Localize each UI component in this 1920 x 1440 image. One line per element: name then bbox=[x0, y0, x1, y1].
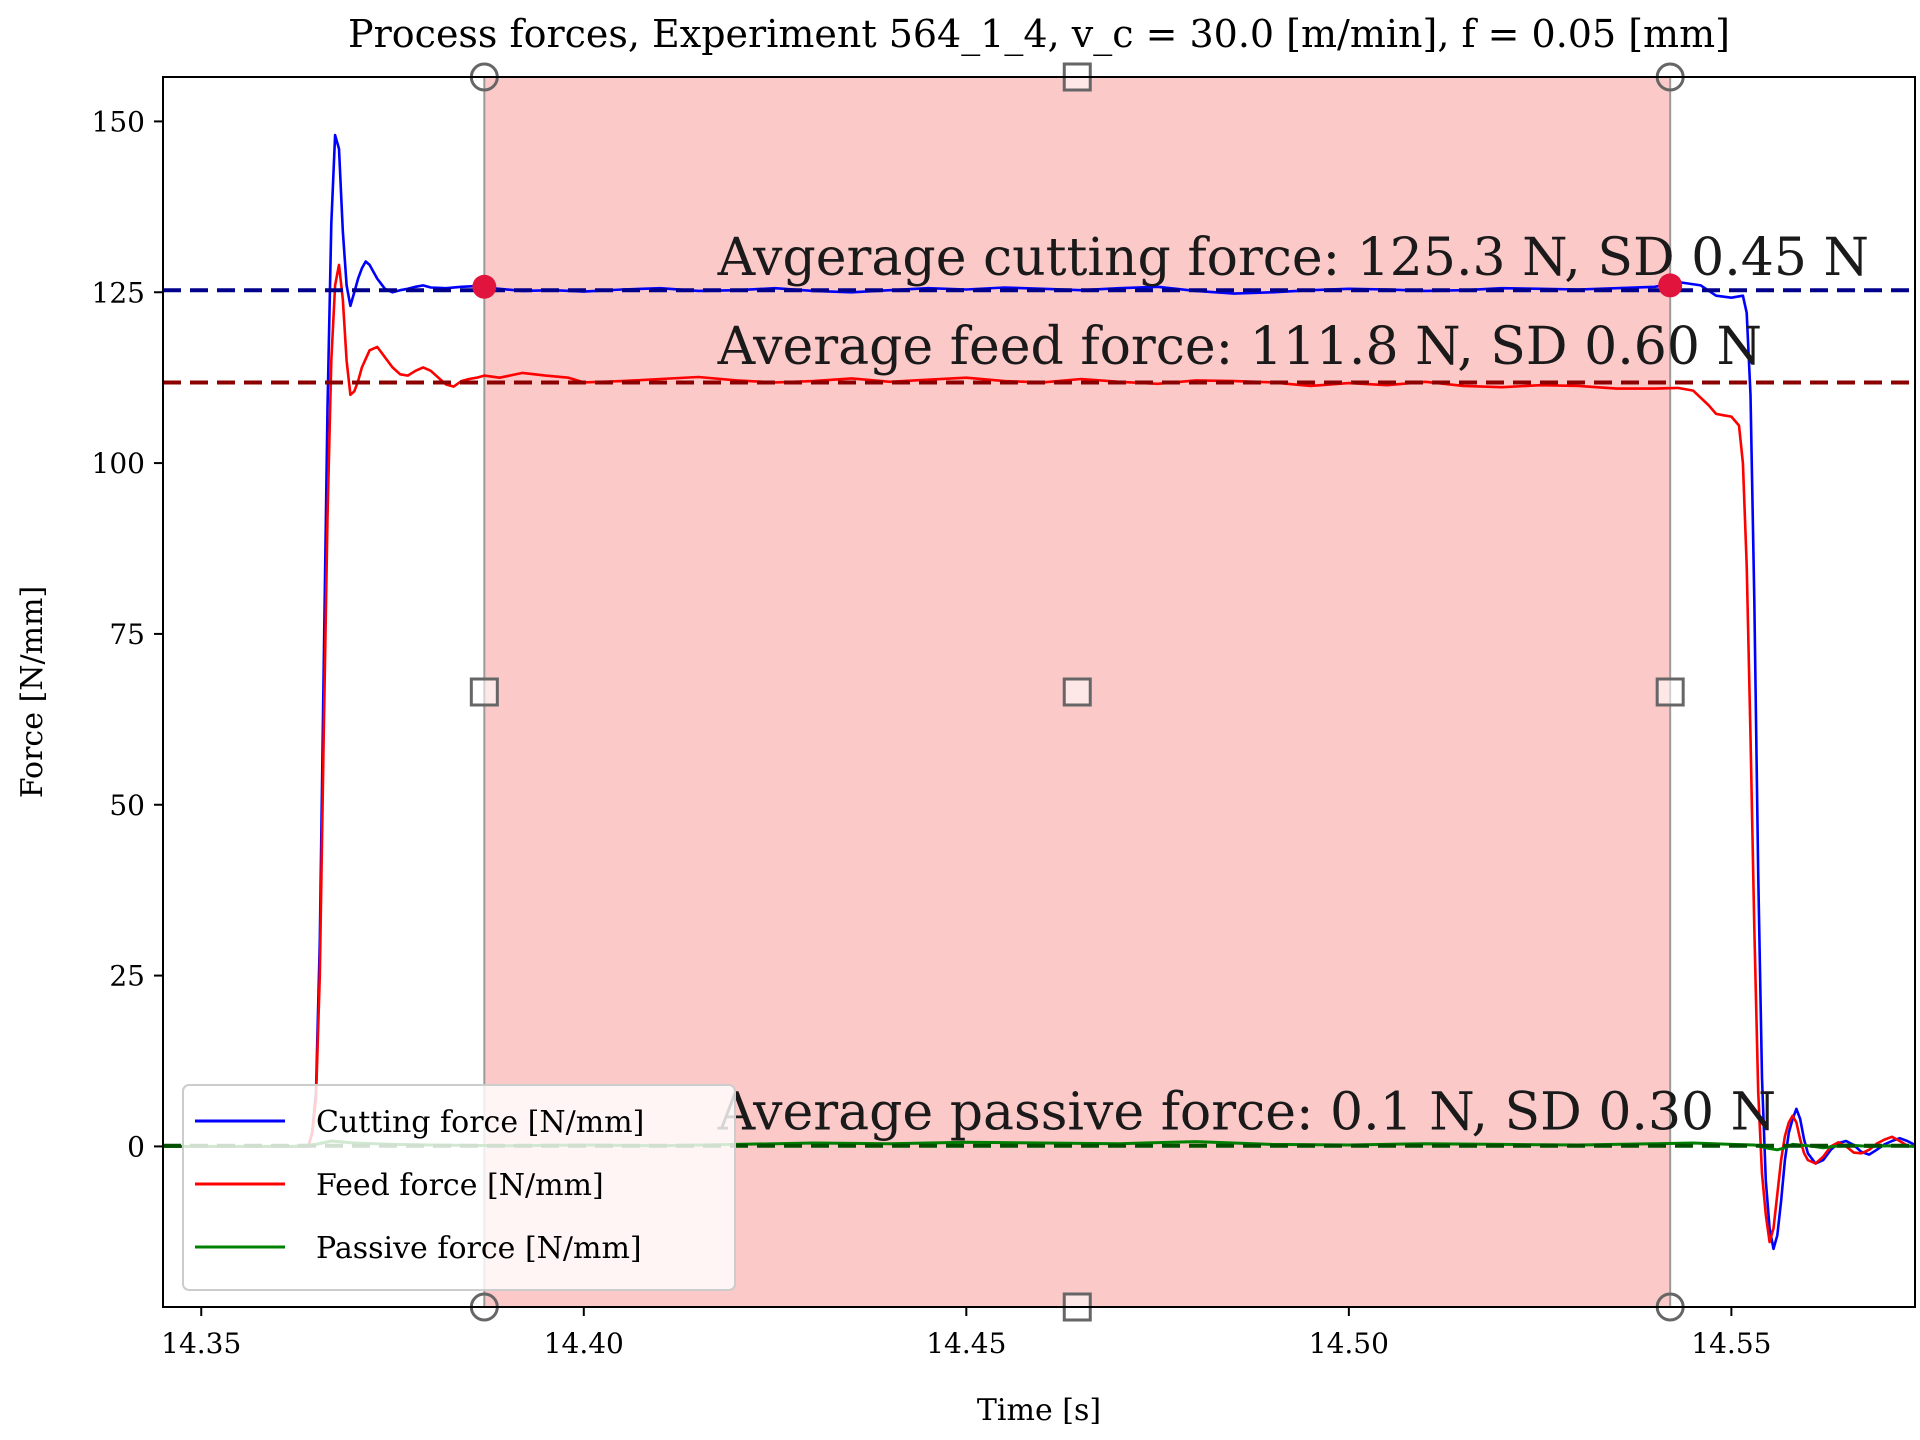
x-axis: 14.35 14.40 14.45 14.50 14.55 bbox=[161, 1307, 1771, 1360]
x-tick-label: 14.35 bbox=[161, 1327, 241, 1360]
y-tick-label: 0 bbox=[127, 1130, 145, 1163]
y-tick-label: 150 bbox=[92, 105, 145, 138]
legend-label: Passive force [N/mm] bbox=[316, 1231, 642, 1266]
y-tick-label: 125 bbox=[92, 276, 145, 309]
y-axis-label: Force [N/mm] bbox=[15, 586, 50, 798]
y-tick-label: 75 bbox=[109, 618, 145, 651]
legend: Cutting force [N/mm] Feed force [N/mm] Pas… bbox=[182, 1084, 736, 1291]
x-axis-label: Time [s] bbox=[977, 1393, 1101, 1428]
legend-label: Feed force [N/mm] bbox=[316, 1168, 604, 1203]
legend-box bbox=[182, 1084, 736, 1291]
x-tick-label: 14.55 bbox=[1691, 1327, 1771, 1360]
region-handle-center-middle[interactable] bbox=[1062, 677, 1092, 707]
annotation-layer: Avgerage cutting force: 125.3 N, SD 0.45… bbox=[717, 228, 1869, 1142]
average-marker-1 bbox=[472, 274, 497, 299]
x-tick-label: 14.40 bbox=[544, 1327, 624, 1360]
region-handle-left-middle[interactable] bbox=[469, 677, 499, 707]
x-tick-label: 14.45 bbox=[926, 1327, 1006, 1360]
average-lines-layer bbox=[163, 273, 1915, 1148]
y-tick-label: 50 bbox=[109, 789, 145, 822]
y-axis: 0 25 50 75 100 125 150 bbox=[92, 105, 163, 1163]
x-tick-label: 14.50 bbox=[1309, 1327, 1389, 1360]
average-marker-2 bbox=[1658, 273, 1683, 298]
plot-frame bbox=[162, 76, 1916, 1308]
legend-label: Cutting force [N/mm] bbox=[316, 1105, 644, 1140]
region-handle-right-middle[interactable] bbox=[1655, 677, 1685, 707]
annotation-cutting: Avgerage cutting force: 125.3 N, SD 0.45… bbox=[717, 228, 1869, 288]
y-tick-label: 100 bbox=[92, 447, 145, 480]
annotation-passive: Average passive force: 0.1 N, SD 0.30 N bbox=[717, 1082, 1776, 1142]
chart-title: Process forces, Experiment 564_1_4, v_c … bbox=[348, 12, 1730, 57]
y-tick-label: 25 bbox=[109, 960, 145, 993]
annotation-feed: Average feed force: 111.8 N, SD 0.60 N bbox=[717, 317, 1762, 377]
